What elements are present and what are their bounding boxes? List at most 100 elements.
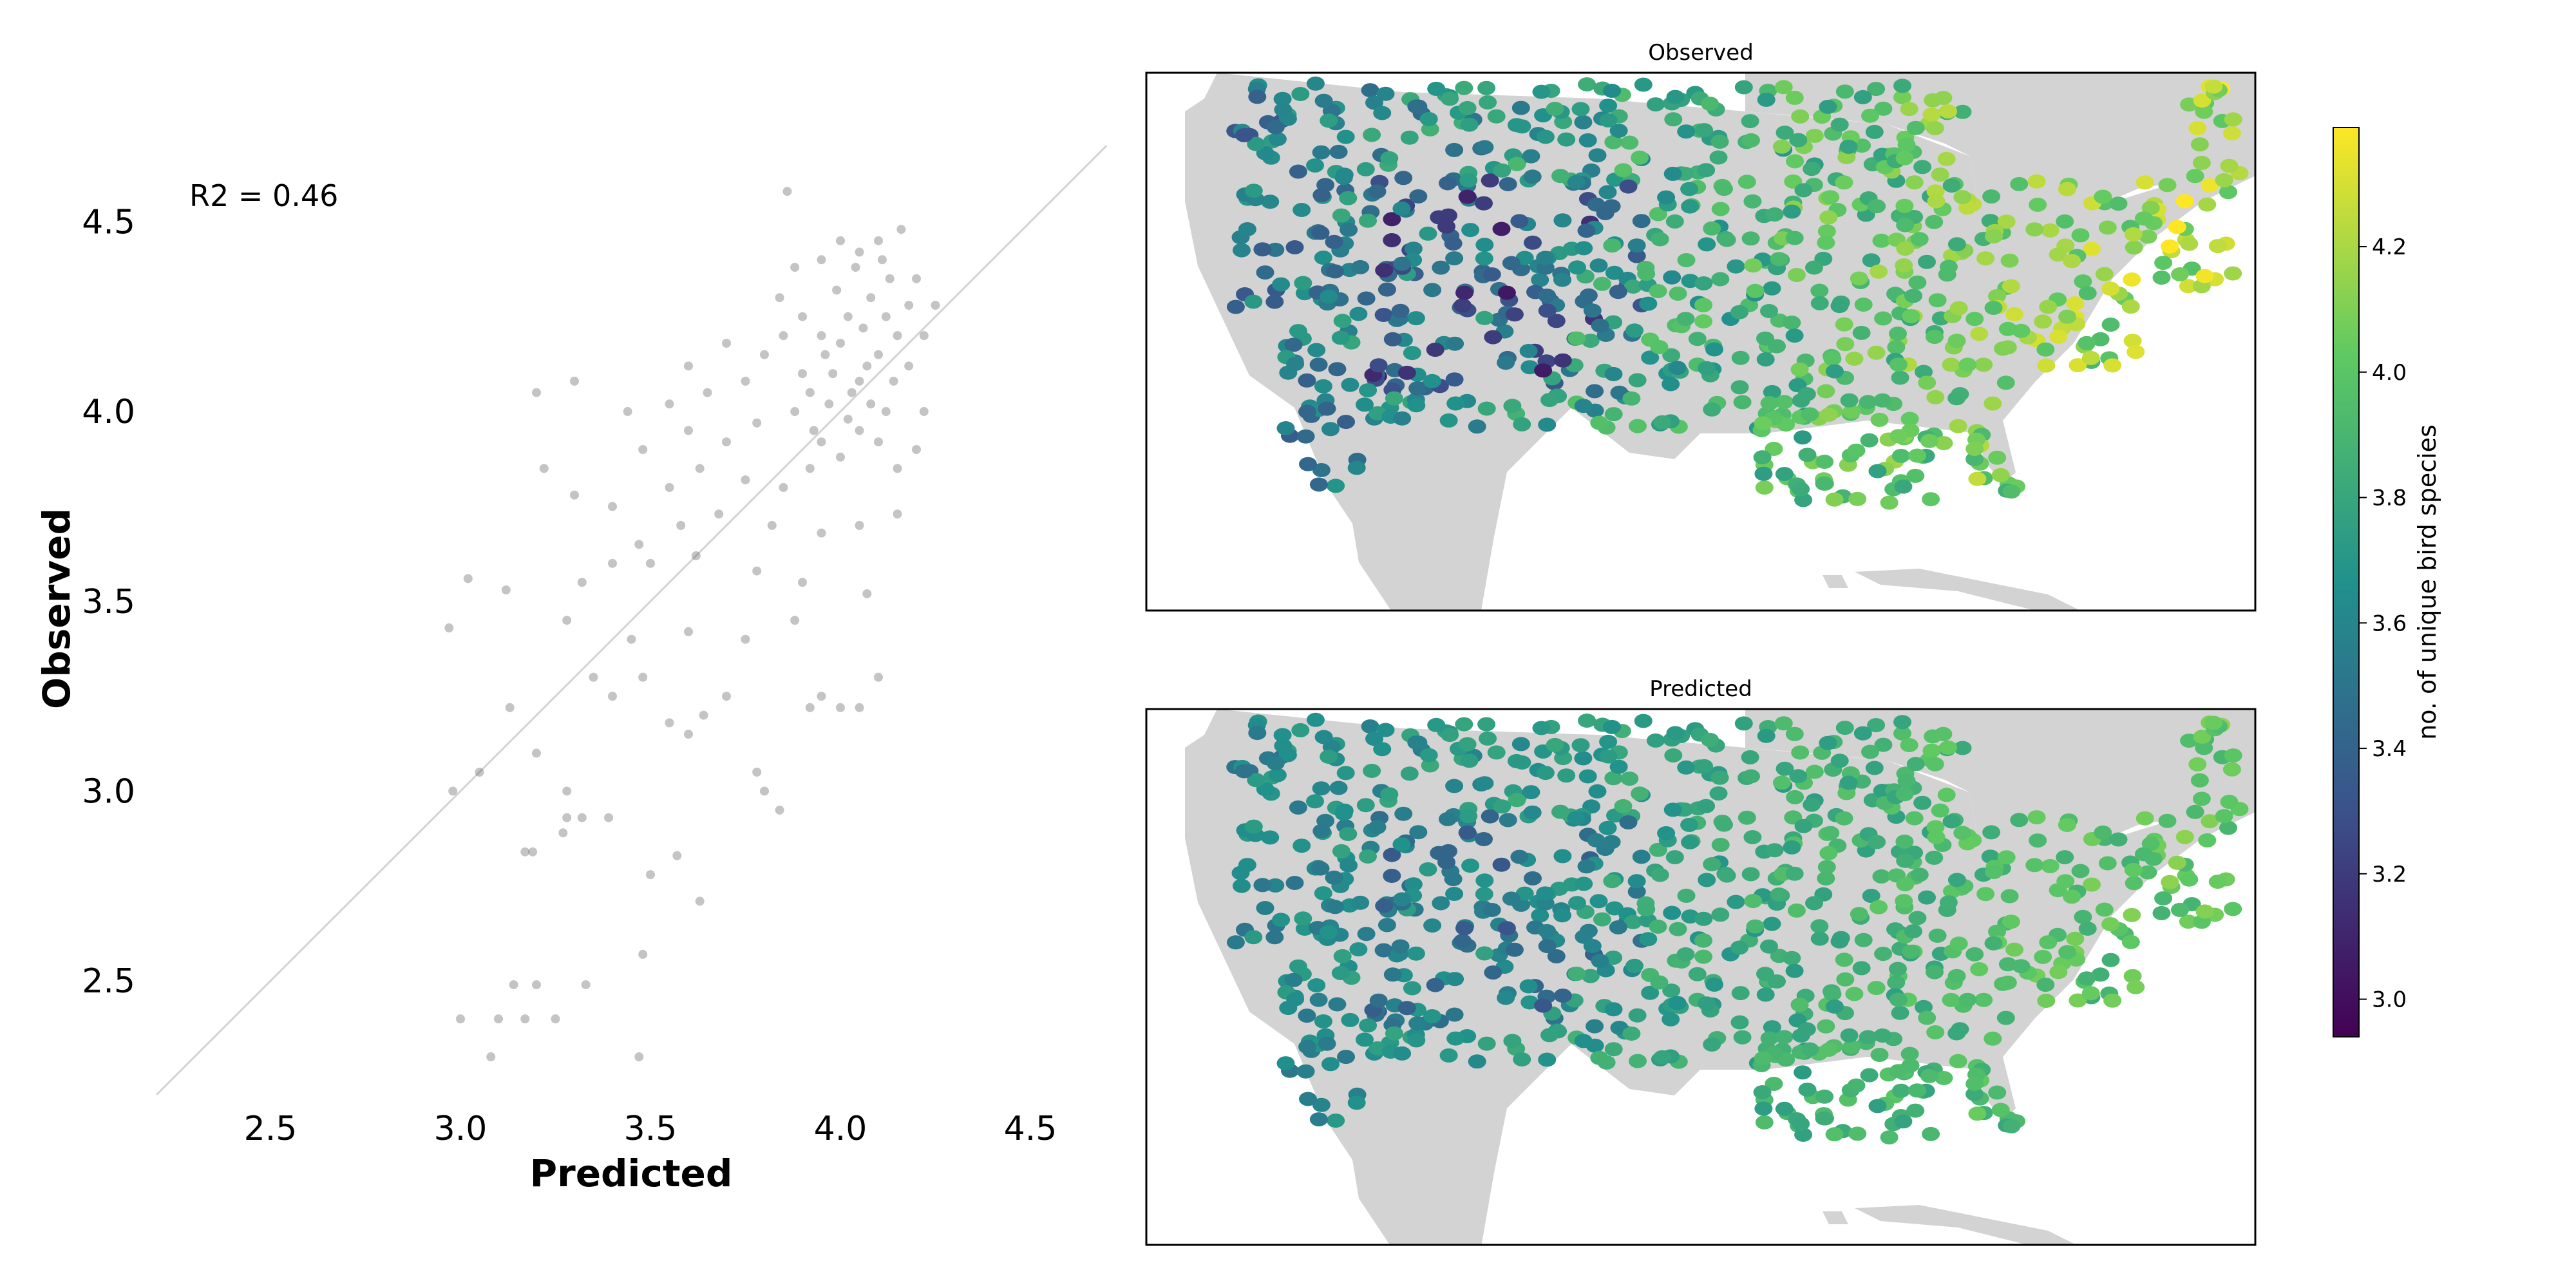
map-station-dot (1741, 114, 1759, 129)
map-station-dot (1634, 714, 1653, 728)
map-station-dot (1680, 817, 1699, 832)
map-station-dot (1727, 259, 1745, 274)
map-station-dot (1455, 921, 1473, 936)
scatter-point (577, 813, 587, 822)
map-station-dot (1787, 268, 1806, 282)
map-station-dot (1669, 922, 1687, 936)
scatter-point (931, 301, 940, 310)
colorbar-tick-label: 3.0 (2372, 987, 2407, 1013)
map-station-dot (2101, 281, 2120, 296)
scatter-point (695, 896, 705, 906)
map-station-dot (1627, 874, 1646, 889)
map-station-dot (1393, 892, 1412, 907)
map-station-dot (1397, 365, 1416, 380)
map-station-dot (1698, 361, 1716, 375)
map-station-dot (1663, 905, 1681, 920)
map-station-dot (1274, 739, 1293, 753)
map-station-dot (1454, 934, 1472, 948)
map-station-dot (1423, 918, 1442, 933)
scatter-point (855, 520, 864, 530)
scatter-point (893, 509, 902, 519)
map-station-dot (1579, 923, 1598, 938)
map-station-dot (1578, 769, 1597, 784)
map-station-dot (1819, 1043, 1838, 1057)
map-station-dot (1906, 1103, 1925, 1118)
map-station-dot (1603, 238, 1622, 253)
scatter-point (877, 255, 887, 265)
x-tick-label: 3.0 (434, 1110, 488, 1148)
map-station-dot (1991, 1103, 2010, 1117)
map-station-dot (1531, 272, 1549, 287)
map-station-dot (1625, 323, 1643, 338)
map-station-dot (1319, 925, 1338, 940)
map-station-dot (1356, 1032, 1374, 1047)
map-station-dot (1609, 124, 1628, 138)
map-station-dot (1314, 93, 1333, 108)
scatter-points (444, 187, 940, 1062)
map-station-dot (1996, 1010, 2015, 1025)
map-station-dot (2002, 914, 2020, 929)
observed-map-dots (1226, 76, 2249, 510)
map-station-dot (1445, 887, 1464, 901)
map-station-dot (2219, 185, 2237, 200)
map-station-dot (1265, 930, 1284, 945)
map-station-dot (1900, 102, 1918, 117)
map-station-dot (1953, 104, 1972, 119)
map-station-dot (1772, 775, 1791, 790)
map-station-dot (1880, 495, 1899, 510)
map-station-dot (1848, 1126, 1867, 1141)
map-station-dot (2179, 914, 2197, 929)
map-station-dot (1314, 886, 1332, 901)
map-station-dot (1791, 109, 1810, 124)
map-station-dot (1742, 133, 1760, 147)
map-station-dot (1312, 145, 1331, 160)
scatter-point (570, 376, 579, 386)
scatter-point (767, 520, 777, 530)
map-station-dot (1272, 913, 1291, 927)
map-station-dot (1238, 858, 1256, 873)
map-station-dot (1285, 876, 1304, 890)
map-station-dot (1632, 214, 1651, 229)
map-station-dot (1551, 169, 1569, 184)
map-station-dot (1581, 334, 1600, 348)
map-station-dot (1709, 150, 1728, 165)
map-station-dot (1837, 150, 1856, 164)
map-station-dot (1312, 824, 1331, 838)
scatter-point (817, 437, 826, 447)
map-station-dot (1293, 203, 1311, 217)
map-station-dot (1524, 871, 1542, 886)
map-station-dot (1628, 1008, 1647, 1023)
map-station-dot (1947, 873, 1966, 887)
map-station-dot (1493, 799, 1511, 814)
scatter-point (699, 710, 708, 720)
map-station-dot (1760, 304, 1778, 318)
map-station-dot (1306, 158, 1324, 173)
scatter-point (703, 388, 712, 397)
map-station-dot (1477, 717, 1496, 732)
scatter-point (752, 566, 762, 576)
map-station-dot (1627, 884, 1646, 899)
map-station-dot (1599, 749, 1618, 764)
map-station-dot (1942, 178, 1961, 193)
map-station-dot (1296, 429, 1315, 444)
map-station-dot (2049, 329, 2068, 344)
map-station-dot (1754, 1051, 1772, 1066)
map-station-dot (1677, 124, 1696, 139)
map-station-dot (1825, 364, 1844, 379)
y-axis-label: Observed (35, 508, 79, 709)
map-station-dot (1446, 1031, 1465, 1046)
map-station-dot (2171, 902, 2189, 917)
map-station-dot (1897, 773, 1916, 788)
map-station-dot (1536, 129, 1555, 144)
map-station-dot (1546, 102, 1564, 117)
map-station-dot (2136, 811, 2154, 826)
map-station-dot (1666, 726, 1685, 741)
map-station-dot (1662, 983, 1681, 998)
map-station-dot (1510, 849, 1529, 864)
map-station-dot (1312, 781, 1331, 796)
map-station-dot (1446, 396, 1465, 411)
map-station-dot (1274, 102, 1293, 117)
map-station-dot (1536, 896, 1555, 911)
map-station-dot (2123, 272, 2141, 287)
map-station-dot (1731, 986, 1750, 1001)
